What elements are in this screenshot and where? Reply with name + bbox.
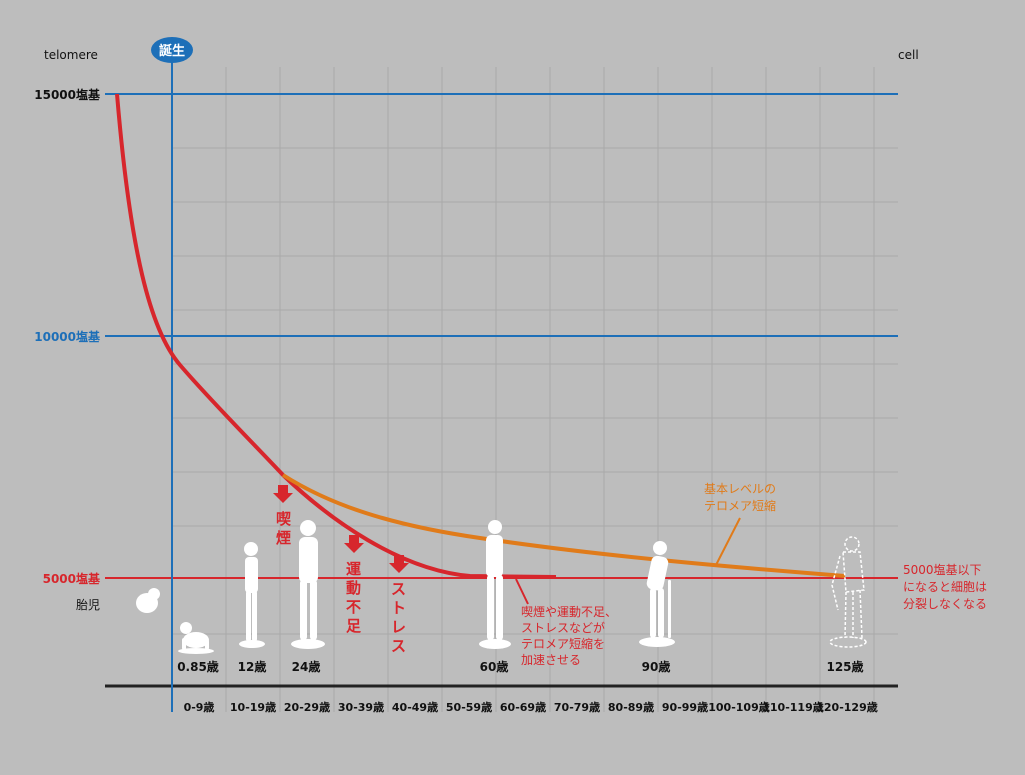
factor-smoking-char-0: 喫 [276, 510, 292, 528]
level-label-5000: 5000塩基 [43, 571, 101, 586]
age-range-label: 70-79歳 [554, 700, 600, 714]
age-range-label: 20-29歳 [284, 700, 330, 714]
figure-adult-icon [291, 520, 325, 649]
red-annotation-line-1: ストレスなどが [521, 620, 605, 635]
threshold-annotation-line-1: になると細胞は [903, 580, 987, 594]
figure-elderly-icon [639, 541, 675, 647]
age-range-label: 60-69歳 [500, 700, 546, 714]
factor-exercise-char-1: 動 [346, 579, 361, 597]
factor-stress: ス ト レ ス [389, 555, 409, 655]
age-range-label: 120-129歳 [816, 700, 878, 714]
level-label-10000: 10000塩基 [34, 329, 101, 344]
red-leader-line [515, 578, 529, 605]
down-arrow-icon [273, 485, 293, 503]
age-range-label: 110-119歳 [762, 700, 824, 714]
factor-group: 喫 煙 運 動 不 足 ス ト レ ス [273, 485, 409, 655]
red-annotation-line-3: 加速させる [521, 653, 581, 667]
age-range-label: 10-19歳 [230, 700, 276, 714]
figure-baby-icon [178, 622, 214, 654]
threshold-annotation-line-0: 5000塩基以下 [903, 562, 982, 577]
factor-stress-char-2: レ [391, 618, 406, 636]
factor-stress-char-0: ス [391, 580, 406, 598]
figure-age-label-5: 125歳 [826, 659, 863, 674]
level-label-15000: 15000塩基 [34, 87, 101, 102]
figure-child-icon [239, 542, 265, 648]
figure-age-label-0: 0.85歳 [177, 659, 219, 674]
figures [178, 520, 867, 654]
basic-shortening-curve [281, 473, 846, 578]
age-range-label: 40-49歳 [392, 700, 438, 714]
cell-label: cell [898, 48, 919, 62]
telomere-label: telomere [44, 48, 98, 62]
age-range-axis: 0-9歳 10-19歳 20-29歳 30-39歳 40-49歳 50-59歳 60-69歳… [184, 700, 878, 714]
down-arrow-icon [344, 535, 364, 553]
age-range-label: 50-59歳 [446, 700, 492, 714]
figure-supercentenarian-icon [829, 536, 867, 648]
down-arrow-icon [389, 555, 409, 573]
factor-stress-char-3: ス [391, 637, 406, 655]
fetus-label: 胎児 [76, 598, 100, 612]
fetus-icon [136, 588, 160, 613]
factor-smoking: 喫 煙 [273, 485, 293, 547]
age-range-label: 0-9歳 [184, 700, 215, 714]
age-range-label: 30-39歳 [338, 700, 384, 714]
age-range-label: 80-89歳 [608, 700, 654, 714]
factor-smoking-char-1: 煙 [276, 529, 291, 547]
factor-lack-of-exercise: 運 動 不 足 [344, 535, 364, 635]
figure-middle-aged-icon [479, 520, 511, 649]
age-range-label: 100-109歳 [708, 700, 770, 714]
factor-exercise-char-3: 足 [346, 617, 362, 635]
figure-age-label-3: 60歳 [480, 659, 509, 674]
accelerated-shortening-curve [115, 93, 557, 579]
factor-exercise-char-2: 不 [346, 598, 361, 616]
factor-exercise-char-0: 運 [346, 560, 362, 578]
birth-badge: 誕生 [151, 37, 193, 63]
birth-badge-label: 誕生 [159, 43, 185, 59]
grid [172, 67, 898, 712]
orange-annotation-line-1: テロメア短縮 [704, 498, 776, 513]
red-annotation-line-2: テロメア短縮を [521, 636, 605, 651]
threshold-annotation-line-2: 分裂しなくなる [903, 597, 987, 611]
figure-age-label-2: 24歳 [292, 659, 321, 674]
figure-age-label-4: 90歳 [642, 659, 671, 674]
age-range-label: 90-99歳 [662, 700, 708, 714]
red-annotation-line-0: 喫煙や運動不足、 [521, 605, 617, 619]
orange-leader-line [715, 517, 741, 566]
factor-stress-char-1: ト [391, 599, 406, 617]
orange-annotation-line-0: 基本レベルの [704, 482, 776, 496]
figure-age-label-1: 12歳 [238, 659, 267, 674]
